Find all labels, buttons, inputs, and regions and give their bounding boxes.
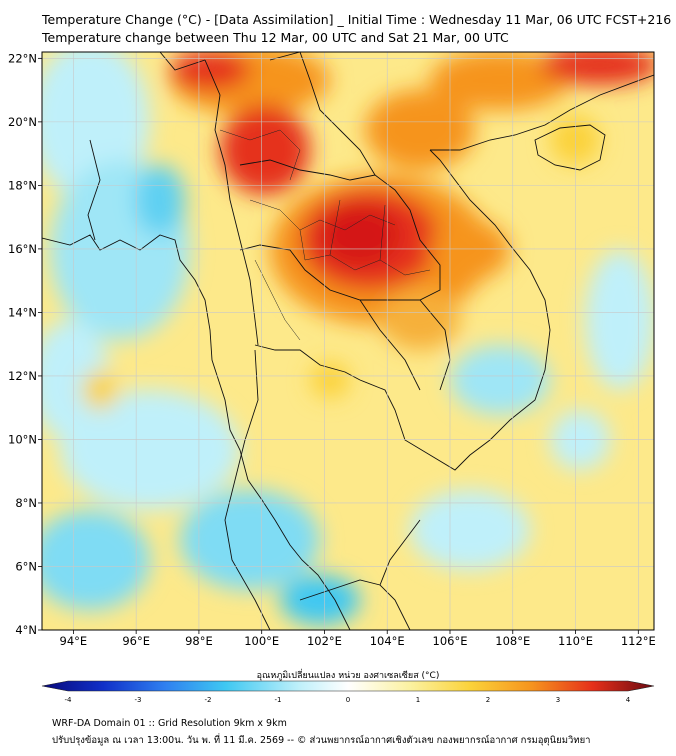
colorbar-tick-labels: -4 -3 -2 -1 0 1 2 3 4 [65, 696, 631, 704]
map-title-line-1: Temperature Change (°C) - [Data Assimila… [42, 12, 672, 27]
colorbar-tick-label: 1 [416, 696, 420, 704]
lat-tick-label: 14°N [8, 305, 37, 319]
lat-tick-label: 10°N [8, 432, 37, 446]
lat-tick-label: 16°N [8, 242, 37, 256]
lat-tick-label: 12°N [8, 369, 37, 383]
lat-tick-label: 20°N [8, 115, 37, 129]
lon-tick-label: 100°E [244, 634, 279, 648]
colorbar-tick-label: -4 [65, 696, 73, 704]
colorbar-tick-label: 4 [626, 696, 631, 704]
lat-tick-label: 18°N [8, 178, 37, 192]
lon-tick-label: 106°E [433, 634, 468, 648]
lon-tick-label: 98°E [185, 634, 213, 648]
lon-tick-label: 110°E [558, 634, 593, 648]
lat-tick-label: 8°N [15, 496, 37, 510]
longitude-tick-labels: 94°E 96°E 98°E 100°E 102°E 104°E 106°E 108°E 110… [60, 634, 656, 648]
colorbar-tick-label: 0 [346, 696, 350, 704]
colorbar-tick-label: 2 [486, 696, 490, 704]
lon-tick-label: 94°E [60, 634, 88, 648]
colorbar-tick-label: -2 [205, 696, 212, 704]
lat-tick-label: 22°N [8, 51, 37, 65]
temperature-field [42, 52, 654, 630]
colorbar-tick-label: 3 [556, 696, 560, 704]
colorbar-label: อุณหภูมิเปลี่ยนแปลง หน่วย องศาเซลเซียส (… [257, 668, 440, 681]
lon-tick-label: 112°E [621, 634, 656, 648]
map-title-line-2: Temperature change between Thu 12 Mar, 0… [42, 30, 509, 45]
footer-update-info: ปรับปรุงข้อมูล ณ เวลา 13:00น. วัน พ. ที่… [52, 735, 591, 746]
coastline-borders [42, 52, 654, 630]
lon-tick-label: 108°E [495, 634, 530, 648]
lon-tick-label: 102°E [307, 634, 342, 648]
province-borders [219, 129, 431, 341]
colorbar-tick-label: -1 [275, 696, 282, 704]
colorbar-tick-label: -3 [135, 696, 142, 704]
lon-tick-label: 104°E [370, 634, 405, 648]
lat-tick-label: 4°N [15, 623, 37, 637]
axis-ticks [38, 57, 639, 634]
footer-model-info: WRF-DA Domain 01 :: Grid Resolution 9km … [52, 718, 287, 729]
colorbar [41, 680, 655, 692]
map-frame [41, 51, 655, 631]
lat-tick-label: 6°N [15, 559, 37, 573]
lon-tick-label: 96°E [122, 634, 150, 648]
latitude-tick-labels: 22°N 20°N 18°N 16°N 14°N 12°N 10°N 8°N 6°N 4°N [8, 51, 37, 637]
